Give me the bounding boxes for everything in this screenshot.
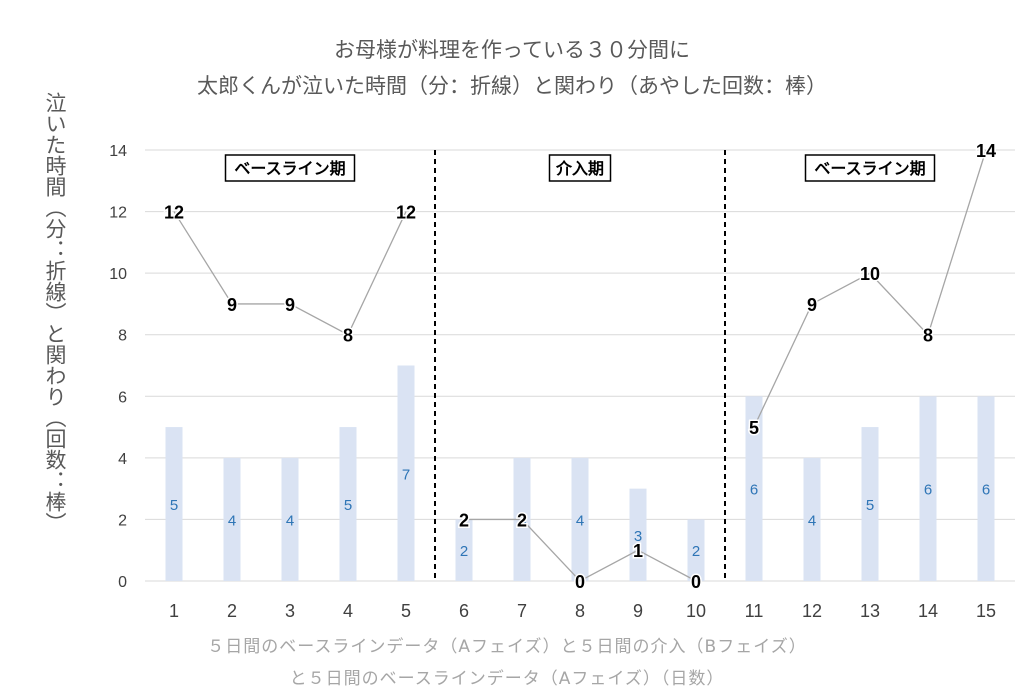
bar-value-label: 7 [402,466,410,483]
line-series [464,518,697,582]
bar [977,396,995,581]
bar [223,457,241,581]
phase-label-box [224,154,356,182]
x-axis-label-line-1: ５日間のベースラインデータ（Aフェイズ）と５日間の介入（Bフェイズ） [207,637,807,657]
bar-value-label: 4 [576,512,584,529]
line-value-label: 10 [860,264,880,284]
line-value-label: 2 [517,510,527,530]
x-tick-label: 13 [860,601,880,621]
bar [281,457,299,581]
y-tick-label: 10 [109,266,127,283]
bar [397,365,415,581]
bar-value-label: 4 [228,512,236,529]
bar-value-label: 3 [634,528,642,545]
bar-value-label: 5 [170,497,178,514]
line-value-label: 2 [459,510,469,530]
line-value-label: 1 [633,541,643,561]
x-tick-label: 10 [686,601,706,621]
x-tick-label: 14 [918,601,938,621]
line-value-label: 5 [749,418,759,438]
bar [571,457,589,581]
y-tick-label: 8 [118,328,127,345]
bar-value-label: 5 [866,497,874,514]
line-value-label: 14 [976,141,996,161]
y-tick-label: 4 [118,451,127,468]
bar-value-label: 6 [750,482,758,499]
x-tick-label: 1 [169,601,179,621]
y-tick-label: 14 [109,143,127,160]
line-value-label: 12 [396,203,416,223]
x-tick-label: 4 [343,601,353,621]
bar-value-label: 6 [982,482,990,499]
bar [919,396,937,581]
phase-label-box [804,154,936,182]
bar [455,519,473,581]
x-tick-label: 5 [401,601,411,621]
x-tick-label: 12 [802,601,822,621]
bar [803,457,821,581]
y-tick-label: 6 [118,389,127,406]
x-tick-label: 2 [227,601,237,621]
phase-label: 介入期 [555,159,604,178]
x-axis-label-line-2: と５日間のベースラインデータ（Aフェイズ）（日数） [289,669,725,689]
chart-title-line-1: お母様が料理を作っている３０分間に [334,38,690,62]
bar [745,396,763,581]
line-value-label: 0 [575,572,585,592]
x-tick-label: 7 [517,601,527,621]
line-value-label: 0 [691,572,701,592]
bar [861,427,879,581]
bar [165,427,183,581]
bar [339,427,357,581]
phase-label: ベースライン期 [234,159,345,178]
bar [687,519,705,581]
y-axis-label: 泣いた時間（分：折線）と関わり（回数：棒） [43,92,67,533]
bar-value-label: 4 [286,512,294,529]
x-tick-label: 11 [745,601,764,621]
bar-value-label: 4 [518,512,526,529]
chart-title-line-2: 太郎くんが泣いた時間（分：折線）と関わり（あやした回数：棒） [197,74,827,98]
x-tick-label: 9 [633,601,643,621]
line-value-label: 9 [285,295,295,315]
phase-label-box [548,154,612,182]
bar-value-label: 6 [924,482,932,499]
line-value-label: 8 [923,326,933,346]
bar-value-label: 2 [460,543,468,560]
line-series [173,211,407,336]
bar [629,488,647,581]
y-tick-label: 0 [118,574,127,591]
x-tick-label: 15 [976,601,996,621]
y-tick-label: 2 [118,512,127,529]
bar-value-label: 2 [692,543,700,560]
phase-label: ベースライン期 [814,159,925,178]
bar-value-label: 4 [808,512,816,529]
line-value-label: 9 [807,295,817,315]
x-tick-label: 8 [575,601,585,621]
line-value-label: 9 [227,295,237,315]
line-value-label: 12 [164,203,184,223]
x-tick-label: 6 [459,601,469,621]
y-tick-label: 12 [109,205,127,222]
line-value-label: 8 [343,326,353,346]
x-tick-label: 3 [285,601,295,621]
bar-value-label: 5 [344,497,352,514]
line-series [753,149,987,428]
